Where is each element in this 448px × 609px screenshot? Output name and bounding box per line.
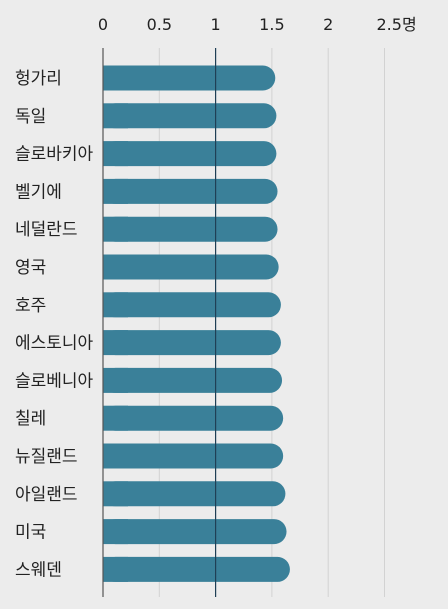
- category-label: 뉴질랜드: [15, 447, 78, 467]
- category-label: 벨기에: [15, 182, 62, 202]
- axes: [102, 48, 217, 597]
- category-label: 스웨덴: [15, 560, 62, 580]
- category-label: 네덜란드: [15, 220, 78, 240]
- category-label: 슬로베니아: [15, 371, 94, 391]
- bar: [103, 178, 278, 204]
- bar: [103, 254, 279, 280]
- bar-base: [103, 519, 128, 545]
- category-label: 호주: [15, 296, 46, 316]
- bar-base: [103, 367, 128, 393]
- tick-label: 2: [323, 15, 333, 34]
- bar-base: [103, 178, 128, 204]
- category-labels: 헝가리독일슬로바키아벨기에네덜란드영국호주에스토니아슬로베니아칠레뉴질랜드아일랜…: [15, 69, 94, 580]
- category-label: 슬로바키아: [15, 145, 94, 165]
- bar-base: [103, 292, 128, 318]
- category-label: 아일랜드: [15, 485, 78, 505]
- bar-base: [103, 216, 128, 242]
- bar-base: [103, 141, 128, 167]
- bar: [103, 65, 276, 91]
- category-label: 칠레: [15, 409, 46, 429]
- bar-base: [103, 405, 128, 431]
- bar: [103, 481, 286, 507]
- bar: [103, 330, 281, 356]
- tick-label: 0: [98, 15, 108, 34]
- bar: [103, 216, 278, 242]
- category-label: 미국: [15, 523, 46, 543]
- tick-label: 1: [211, 15, 221, 34]
- bar: [103, 405, 284, 431]
- category-label: 독일: [15, 107, 46, 127]
- bar: [103, 292, 281, 318]
- bar-base: [103, 443, 128, 469]
- bar-base: [103, 330, 128, 356]
- bar: [103, 141, 277, 167]
- tick-label: 0.5: [147, 15, 172, 34]
- bar-base: [103, 254, 128, 280]
- category-label: 에스토니아: [15, 334, 94, 354]
- bar: [103, 367, 283, 393]
- category-label: 영국: [15, 258, 46, 278]
- grid-lines: [158, 48, 385, 597]
- tick-labels: 0 0.5 1 1.5 2 2.5명: [98, 15, 417, 34]
- tick-label: 2.5명: [377, 15, 417, 34]
- bars: [103, 65, 290, 582]
- bar: [103, 556, 290, 582]
- bar: [103, 103, 277, 129]
- tick-label: 1.5: [259, 15, 284, 34]
- bar-base: [103, 481, 128, 507]
- bar: [103, 519, 287, 545]
- bar-base: [103, 103, 128, 129]
- bar-base: [103, 65, 128, 91]
- category-label: 헝가리: [15, 69, 62, 89]
- bar-base: [103, 556, 128, 582]
- bar: [103, 443, 284, 469]
